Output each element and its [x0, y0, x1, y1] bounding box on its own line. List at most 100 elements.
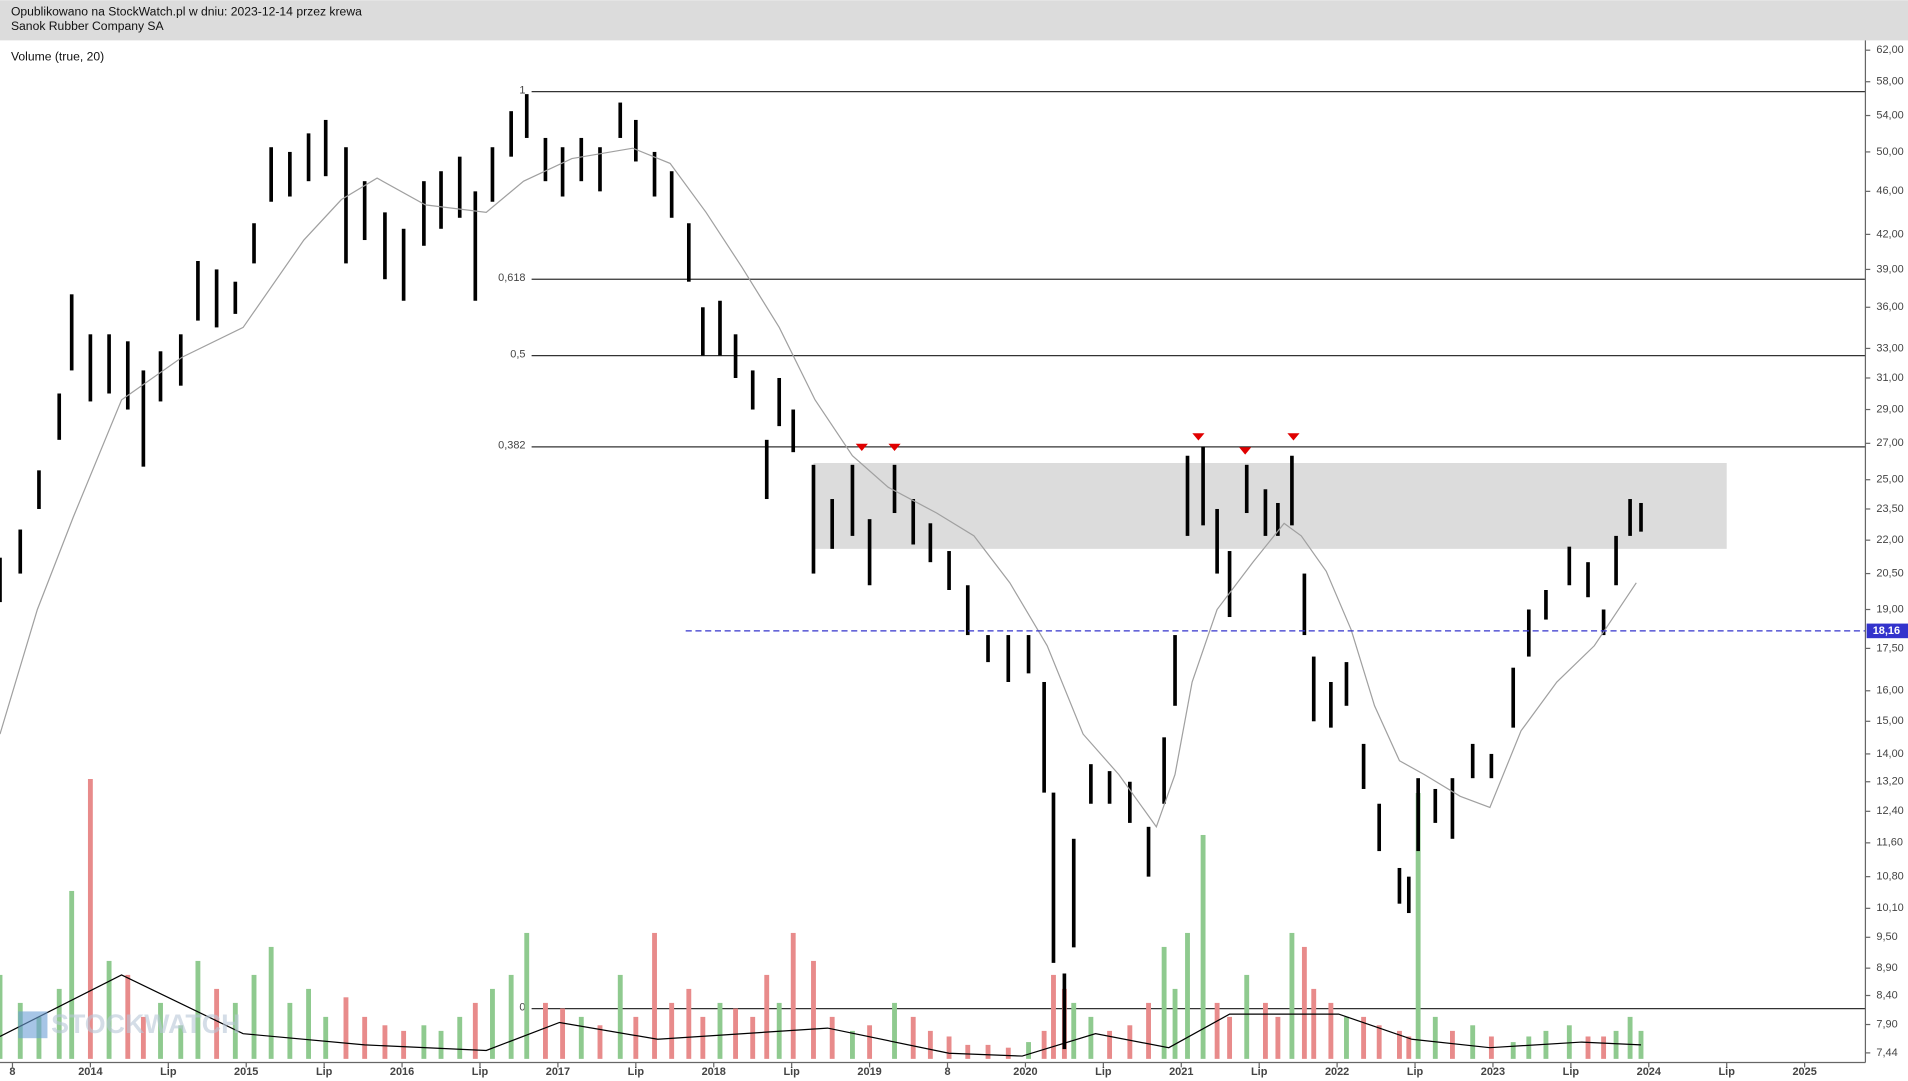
volume-bar: [472, 1002, 478, 1059]
volume-bar: [669, 1002, 675, 1059]
volume-bar: [764, 974, 770, 1059]
volume-bar: [56, 988, 62, 1059]
volume-bar: [1566, 1025, 1572, 1059]
price-bar: [1026, 635, 1031, 674]
volume-bar: [1344, 1016, 1349, 1059]
volume-bar: [214, 988, 220, 1059]
price-bar: [652, 151, 657, 197]
volume-bar: [1311, 988, 1317, 1059]
price-bar: [1107, 771, 1112, 804]
volume-bar: [597, 1025, 603, 1059]
y-tick-label: 58,00: [1876, 76, 1903, 88]
volume-bar: [343, 997, 349, 1059]
volume-bar: [1406, 1036, 1412, 1059]
y-tick-label: 20,50: [1876, 567, 1903, 579]
volume-bar: [1244, 974, 1250, 1059]
price-bar: [1406, 876, 1411, 914]
x-tick-label: 2020: [1013, 1066, 1037, 1078]
price-bar: [830, 499, 835, 549]
y-tick-label: 23,50: [1876, 503, 1903, 515]
price-bar: [1006, 635, 1011, 682]
volume-bar: [178, 1025, 184, 1059]
x-tick-label: Lip: [1251, 1066, 1268, 1078]
volume-bar: [362, 1016, 368, 1059]
volume-bar: [125, 974, 131, 1059]
y-tick-label: 19,00: [1876, 603, 1903, 615]
volume-bar: [323, 1016, 329, 1059]
volume-bar: [1415, 792, 1421, 1059]
price-bar: [1567, 546, 1572, 586]
price-bar: [57, 393, 62, 440]
price-bar: [1311, 656, 1316, 722]
signal-marker: [1192, 433, 1205, 441]
price-bar: [1263, 489, 1268, 536]
x-tick-label: Lip: [1095, 1066, 1112, 1078]
volume-bar: [910, 1016, 916, 1059]
price-bar: [269, 147, 273, 202]
price-bar: [524, 94, 529, 138]
x-tick-label: Lip: [472, 1066, 489, 1078]
price-bar: [1344, 662, 1349, 706]
volume-bar: [829, 1016, 835, 1059]
price-bar: [439, 171, 443, 229]
volume-bar: [1301, 946, 1307, 1059]
price-bar: [473, 191, 478, 301]
price-bar: [362, 181, 367, 241]
volume-bar: [1361, 1016, 1367, 1059]
volume-bar: [1161, 946, 1167, 1059]
volume-bar: [1289, 932, 1295, 1059]
price-bar: [598, 147, 602, 192]
price-bar: [1377, 803, 1382, 852]
price-bar: [1302, 573, 1307, 636]
fib-level-label: 0,5: [510, 348, 525, 360]
price-bar: [1397, 867, 1402, 904]
volume-bar: [1227, 1016, 1233, 1059]
y-tick-label: 8,40: [1876, 989, 1897, 1001]
volume-bar: [1185, 932, 1190, 1059]
price-bar: [965, 585, 970, 636]
price-bar: [701, 307, 705, 356]
price-bar: [733, 334, 738, 378]
x-tick-label: 2016: [390, 1066, 414, 1078]
volume-bar: [268, 946, 274, 1059]
signal-marker: [1287, 433, 1300, 441]
x-tick-label: 2017: [546, 1066, 570, 1078]
price-bar: [125, 341, 130, 410]
price-bar: [669, 171, 674, 218]
volume-bar: [232, 1002, 238, 1059]
volume-bar: [1510, 1042, 1516, 1059]
price-bar: [1042, 681, 1046, 793]
price-bar: [1489, 753, 1494, 779]
y-tick-label: 9,50: [1876, 931, 1897, 943]
fib-level-label: 0: [519, 1001, 525, 1013]
price-bar: [69, 294, 74, 371]
price-bar: [323, 119, 328, 177]
price-bar: [850, 464, 855, 536]
y-tick-label: 17,50: [1876, 642, 1903, 654]
price-bar: [1329, 681, 1333, 728]
volume-bar: [1005, 1047, 1011, 1059]
volume-bar: [87, 779, 93, 1059]
volume-bar: [1172, 988, 1178, 1059]
signal-marker: [1239, 447, 1252, 455]
y-tick-label: 54,00: [1876, 109, 1903, 121]
price-bar: [764, 439, 769, 500]
volume-bar: [1051, 974, 1056, 1059]
price-bar: [1185, 455, 1190, 536]
price-bar: [1416, 778, 1420, 852]
y-tick-label: 8,90: [1876, 962, 1897, 974]
volume-bar: [421, 1025, 427, 1059]
price-bar: [401, 228, 406, 301]
price-bar: [560, 147, 565, 197]
price-bar: [892, 464, 897, 514]
price-bar: [867, 519, 872, 586]
price-bar: [1227, 551, 1232, 618]
y-tick-label: 13,20: [1876, 776, 1903, 788]
price-bar: [457, 156, 462, 218]
price-bar: [1628, 499, 1632, 536]
volume-bar: [1601, 1036, 1607, 1059]
price-bar: [1639, 502, 1643, 532]
x-tick-label: Lip: [783, 1066, 800, 1078]
price-bar: [383, 212, 387, 280]
header-bar: [0, 0, 1908, 41]
